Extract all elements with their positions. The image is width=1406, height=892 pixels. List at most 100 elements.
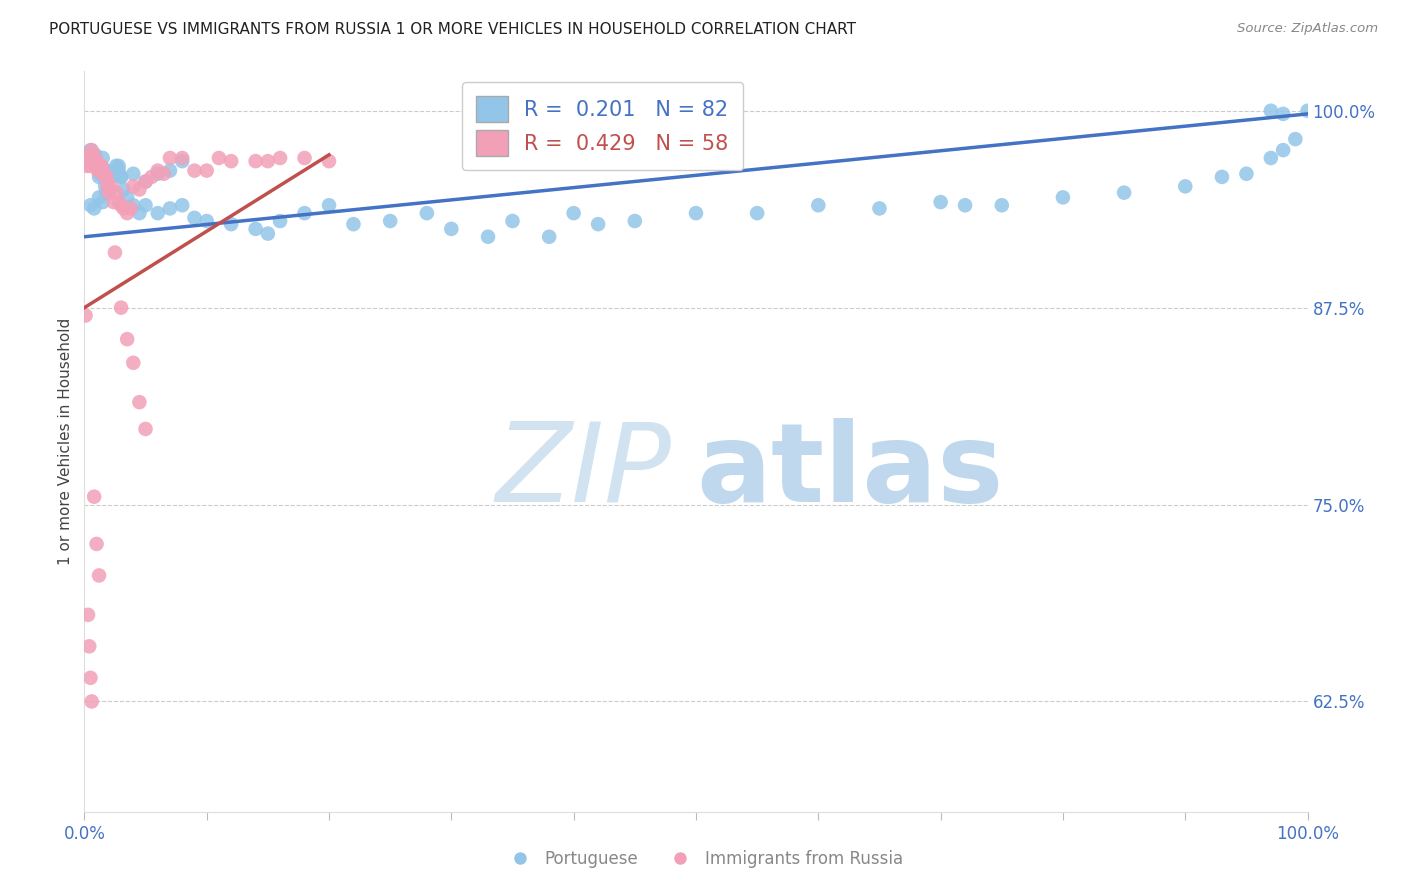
Point [380, 214, 402, 228]
Point [416, 206, 439, 220]
Point [110, 169, 132, 184]
Point [128, 395, 150, 409]
Point [83, 154, 105, 169]
Point [953, 198, 976, 212]
Point [110, 169, 132, 184]
Point [269, 214, 291, 228]
Point [120, 202, 142, 216]
Point [110, 198, 132, 212]
Point [80, 143, 103, 157]
Point [76, 159, 98, 173]
Y-axis label: 1 or more Vehicles in Household: 1 or more Vehicles in Household [58, 318, 73, 566]
Point [87, 169, 110, 184]
Point [91, 151, 114, 165]
Point [87, 163, 110, 178]
Point [90, 163, 112, 178]
Point [747, 206, 769, 220]
Point [79, 143, 101, 157]
Point [159, 151, 181, 165]
Point [440, 222, 463, 236]
Point [146, 206, 169, 220]
Point [538, 229, 561, 244]
Point [104, 245, 127, 260]
Point [90, 159, 112, 173]
Point [1272, 143, 1295, 157]
Point [87, 163, 110, 178]
Point [97, 169, 120, 184]
Point [77, 148, 100, 162]
Point [87, 190, 110, 204]
Point [869, 202, 891, 216]
Point [1174, 179, 1197, 194]
Point [991, 198, 1014, 212]
Point [84, 148, 107, 162]
Legend: Portuguese, Immigrants from Russia: Portuguese, Immigrants from Russia [496, 844, 910, 875]
Point [103, 195, 125, 210]
Point [172, 151, 194, 165]
Point [929, 195, 952, 210]
Point [135, 198, 157, 212]
Point [318, 154, 340, 169]
Point [807, 198, 830, 212]
Point [195, 163, 218, 178]
Point [79, 671, 101, 685]
Point [128, 206, 150, 220]
Point [97, 182, 120, 196]
Point [141, 169, 163, 184]
Point [172, 154, 194, 169]
Point [107, 159, 129, 173]
Point [105, 159, 128, 173]
Point [94, 179, 117, 194]
Point [77, 151, 100, 165]
Point [135, 175, 157, 189]
Point [1211, 169, 1233, 184]
Point [110, 301, 132, 315]
Point [122, 198, 145, 212]
Point [183, 211, 205, 225]
Point [80, 151, 103, 165]
Point [89, 167, 111, 181]
Point [115, 332, 138, 346]
Point [77, 607, 100, 622]
Point [82, 151, 104, 165]
Point [91, 195, 114, 210]
Point [342, 217, 364, 231]
Point [91, 163, 114, 178]
Point [80, 694, 103, 708]
Point [87, 568, 110, 582]
Point [146, 167, 169, 181]
Point [122, 167, 145, 181]
Point [75, 309, 97, 323]
Point [100, 169, 122, 184]
Point [195, 214, 218, 228]
Point [1284, 132, 1306, 146]
Point [477, 229, 499, 244]
Point [83, 202, 105, 216]
Point [122, 179, 145, 194]
Point [122, 356, 145, 370]
Point [79, 198, 101, 212]
Point [294, 206, 316, 220]
Point [86, 537, 108, 551]
Point [269, 151, 291, 165]
Point [1260, 151, 1282, 165]
Point [77, 154, 100, 169]
Point [112, 202, 135, 216]
Point [1236, 167, 1258, 181]
Point [219, 154, 242, 169]
Point [96, 163, 118, 178]
Point [83, 490, 105, 504]
Point [1260, 103, 1282, 118]
Point [1296, 103, 1319, 118]
Point [76, 148, 98, 162]
Text: Source: ZipAtlas.com: Source: ZipAtlas.com [1237, 22, 1378, 36]
Point [624, 214, 647, 228]
Point [97, 167, 120, 181]
Point [1052, 190, 1074, 204]
Point [685, 206, 707, 220]
Point [115, 206, 138, 220]
Point [257, 154, 280, 169]
Point [94, 169, 117, 184]
Point [208, 151, 231, 165]
Point [502, 214, 524, 228]
